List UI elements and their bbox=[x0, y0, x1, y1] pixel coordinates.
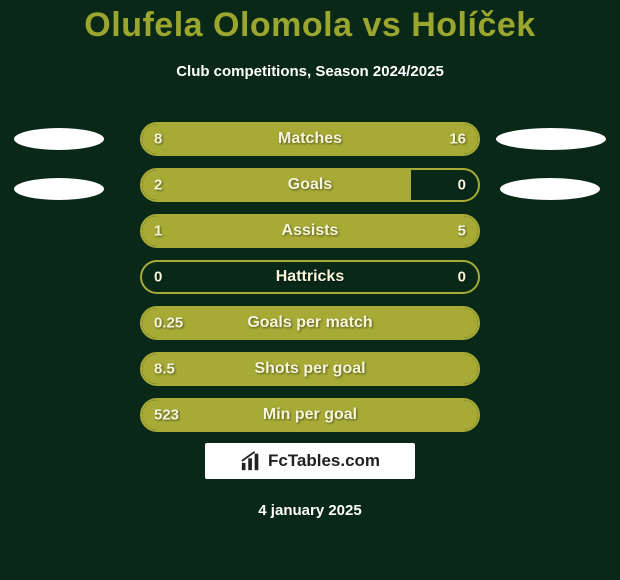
header: Olufela Olomola vs Holíček bbox=[0, 0, 620, 45]
stat-row: Matches8 16 bbox=[140, 122, 480, 156]
title-vs: vs bbox=[353, 6, 412, 44]
stat-label: Goals per match bbox=[142, 314, 478, 332]
stat-value-left: 1 bbox=[154, 223, 162, 240]
stat-value-left: 2 bbox=[154, 177, 162, 194]
stat-label: Assists bbox=[142, 222, 478, 240]
player-left-badge-2 bbox=[14, 178, 104, 200]
stat-label: Hattricks bbox=[142, 268, 478, 286]
stat-value-right: 5 bbox=[458, 223, 466, 240]
stat-row: Shots per goal8.5 bbox=[140, 352, 480, 386]
stat-value-left: 0 bbox=[154, 269, 162, 286]
stat-row: Assists1 5 bbox=[140, 214, 480, 248]
title-player-left: Olufela Olomola bbox=[84, 6, 352, 44]
stat-value-left: 523 bbox=[154, 407, 179, 424]
brand-label: FcTables.com bbox=[268, 451, 380, 471]
title-player-right: Holíček bbox=[411, 6, 535, 44]
stat-value-right: 0 bbox=[458, 269, 466, 286]
player-left-badge-1 bbox=[14, 128, 104, 150]
bar-chart-icon bbox=[240, 450, 262, 472]
generation-date: 4 january 2025 bbox=[0, 502, 620, 519]
comparison-chart: Matches816Goals20Assists15Hattricks00Goa… bbox=[140, 122, 480, 444]
subtitle: Club competitions, Season 2024/2025 bbox=[0, 63, 620, 80]
stat-label: Goals bbox=[142, 176, 478, 194]
stat-value-left: 0.25 bbox=[154, 315, 183, 332]
stat-value-right: 0 bbox=[458, 177, 466, 194]
stat-row: Goals per match0.25 bbox=[140, 306, 480, 340]
stat-row: Goals2 0 bbox=[140, 168, 480, 202]
player-right-badge-2 bbox=[500, 178, 600, 200]
brand-badge[interactable]: FcTables.com bbox=[205, 443, 415, 479]
stat-value-right: 16 bbox=[449, 131, 466, 148]
stat-value-left: 8.5 bbox=[154, 361, 175, 378]
stat-label: Shots per goal bbox=[142, 360, 478, 378]
stat-label: Matches bbox=[142, 130, 478, 148]
stat-value-left: 8 bbox=[154, 131, 162, 148]
stat-row: Min per goal523 bbox=[140, 398, 480, 432]
stat-row: Hattricks0 0 bbox=[140, 260, 480, 294]
player-right-badge-1 bbox=[496, 128, 606, 150]
stat-label: Min per goal bbox=[142, 406, 478, 424]
